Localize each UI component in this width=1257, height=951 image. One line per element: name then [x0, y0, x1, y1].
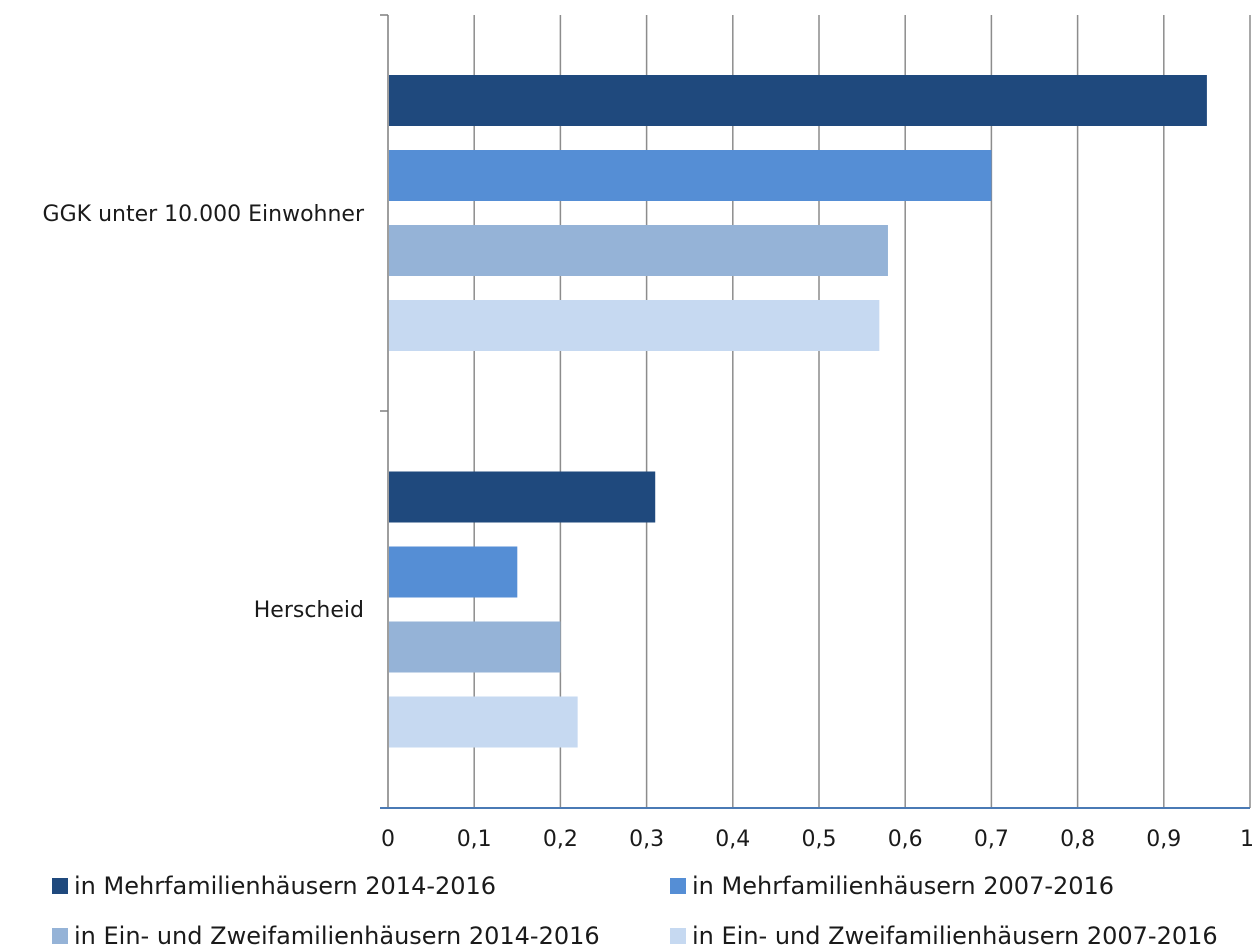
legend-swatch-mfh-2007 — [670, 878, 686, 894]
x-tick-label: 0,8 — [1060, 827, 1095, 852]
bar-herscheid-series-1 — [389, 546, 518, 598]
bar-herscheid-series-0 — [389, 471, 656, 523]
bar-ggk-series-2 — [389, 225, 888, 276]
legend-label-ezfh-2014: in Ein- und Zweifamilienhäusern 2014-201… — [74, 922, 600, 950]
bar-herscheid-series-2 — [389, 621, 561, 673]
bar-ggk-series-0 — [389, 75, 1207, 126]
gridlines — [473, 15, 1251, 808]
x-tick-labels: 0 0,1 0,2 0,3 0,4 0,5 0,6 0,7 0,8 0,9 1 — [381, 827, 1254, 852]
legend-item-mfh-2014: in Mehrfamilienhäusern 2014-2016 — [52, 872, 496, 900]
x-tick-label: 0,4 — [715, 827, 750, 852]
category-label-ggk: GGK unter 10.000 Einwohner — [42, 202, 364, 227]
bar-chart: 0 0,1 0,2 0,3 0,4 0,5 0,6 0,7 0,8 0,9 1 — [380, 14, 1254, 852]
x-tick-label: 1 — [1240, 827, 1254, 852]
bar-ggk-series-1 — [389, 150, 992, 201]
legend-item-ezfh-2007: in Ein- und Zweifamilienhäusern 2007-201… — [670, 922, 1218, 950]
x-tick-label: 0,3 — [629, 827, 664, 852]
legend-swatch-ezfh-2007 — [670, 928, 686, 944]
x-tick-label: 0,9 — [1146, 827, 1181, 852]
bar-herscheid-series-3 — [389, 696, 578, 748]
x-tick-label: 0 — [381, 827, 395, 852]
x-tick-label: 0,1 — [457, 827, 492, 852]
x-tick-label: 0,5 — [802, 827, 837, 852]
legend-swatch-mfh-2014 — [52, 878, 68, 894]
bars — [389, 75, 1207, 748]
x-tick-label: 0,2 — [543, 827, 578, 852]
x-tick-label: 0,6 — [888, 827, 923, 852]
legend-label-mfh-2007: in Mehrfamilienhäusern 2007-2016 — [692, 872, 1115, 900]
legend-item-ezfh-2014: in Ein- und Zweifamilienhäusern 2014-201… — [52, 922, 600, 950]
legend-swatch-ezfh-2014 — [52, 928, 68, 944]
legend-label-mfh-2014: in Mehrfamilienhäusern 2014-2016 — [74, 872, 497, 900]
legend-item-mfh-2007: in Mehrfamilienhäusern 2007-2016 — [670, 872, 1114, 900]
bar-ggk-series-3 — [389, 300, 880, 351]
legend-label-ezfh-2007: in Ein- und Zweifamilienhäusern 2007-201… — [692, 922, 1218, 950]
category-label-herscheid: Herscheid — [253, 598, 364, 623]
x-tick-label: 0,7 — [974, 827, 1009, 852]
